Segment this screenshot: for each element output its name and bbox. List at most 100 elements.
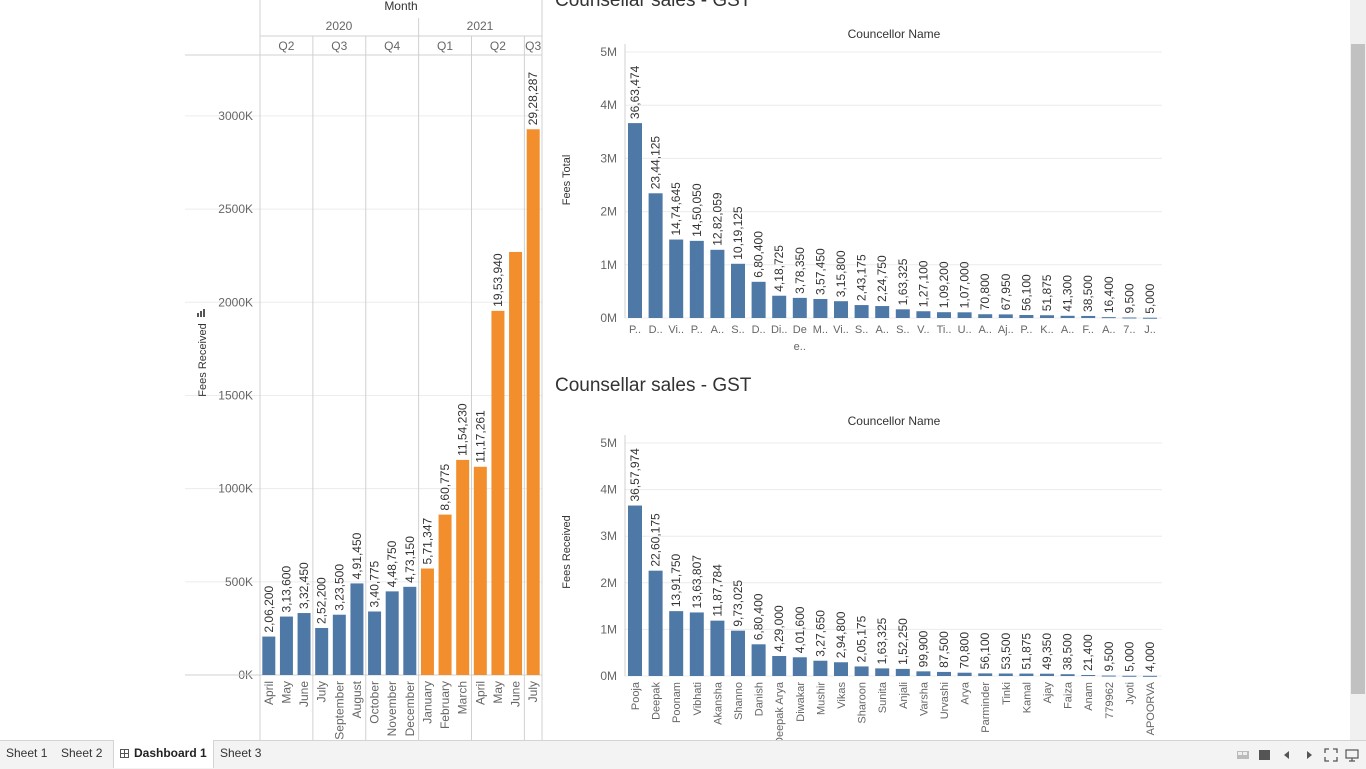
bar-counsellor-8 — [792, 297, 807, 318]
data-label: 4,000 — [1143, 641, 1157, 671]
bar-counsellor-11 — [854, 666, 869, 676]
bar-month-6 — [368, 611, 382, 675]
fullscreen-icon[interactable] — [1324, 748, 1338, 762]
data-label: 9,500 — [1102, 641, 1116, 671]
data-label: 1,09,200 — [937, 261, 951, 308]
bar-month-14 — [509, 251, 523, 676]
tab-sheet-1[interactable]: Sheet 1 — [0, 740, 53, 768]
y-tick-label: 4M — [600, 98, 617, 112]
data-label: 11,54,230 — [456, 403, 470, 456]
x-tick-label: Danish — [754, 682, 766, 716]
data-label: 21,400 — [1081, 634, 1095, 671]
monthly-fees-chart[interactable]: 0K500K1000K1500K2000K2500K3000KMonth2020… — [0, 0, 545, 740]
previous-sheet-icon[interactable] — [1280, 748, 1294, 762]
counsellor-fees-received-chart[interactable]: Councellor Name 0M 1M 2M 3M 4M 5M Fees Received… — [550, 400, 1350, 740]
data-label: 1,63,325 — [875, 617, 889, 664]
tab-sheet-2[interactable]: Sheet 2 — [55, 740, 108, 768]
x-tick-label: Ti.. — [937, 324, 952, 336]
bar-month-1 — [279, 616, 293, 675]
y-axis-title: Fees Total — [561, 155, 573, 206]
x-tick-label: Urvashi — [939, 682, 951, 719]
x-tick-label: September — [332, 681, 346, 740]
tab-sheet-3[interactable]: Sheet 3 — [214, 740, 267, 768]
y-tick-label: 2000K — [218, 295, 253, 309]
bar-counsellor-22 — [1081, 675, 1096, 677]
bar-counsellor-25 — [1143, 317, 1157, 319]
bar-counsellor-4 — [710, 620, 725, 676]
bar-counsellor-15 — [937, 312, 951, 318]
x-tick-label: A.. — [1102, 324, 1115, 336]
bar-month-2 — [297, 613, 311, 675]
presentation-mode-icon[interactable] — [1345, 748, 1359, 762]
data-label: 11,87,784 — [710, 564, 724, 617]
data-label: 51,875 — [1019, 633, 1033, 670]
x-tick-label: July — [315, 681, 329, 702]
bar-counsellor-9 — [813, 660, 828, 676]
data-label: 6,80,400 — [752, 593, 766, 640]
bar-counsellor-7 — [772, 656, 787, 676]
data-label: 70,800 — [978, 273, 992, 310]
x-tick-label: Tinki — [1001, 682, 1013, 705]
x-tick-label: November — [385, 681, 399, 736]
x-tick-label: January — [420, 681, 434, 724]
bar-counsellor-2 — [669, 611, 684, 676]
data-label: 3,13,600 — [279, 566, 293, 613]
data-label: 67,950 — [999, 273, 1013, 310]
bar-counsellor-12 — [875, 306, 890, 318]
x-tick-label: S.. — [731, 324, 744, 336]
bar-counsellor-23 — [1101, 675, 1116, 677]
bar-counsellor-25 — [1143, 675, 1157, 677]
scrollbar-thumb[interactable] — [1351, 44, 1365, 694]
bar-month-12 — [473, 466, 487, 675]
x-tick-label: Pooja — [630, 681, 642, 710]
data-label: 11,17,261 — [473, 410, 487, 463]
x-tick-label: Shanno — [733, 682, 745, 720]
x-tick-label: P.. — [691, 324, 703, 336]
bar-counsellor-6 — [751, 281, 766, 318]
x-tick-label: V.. — [917, 324, 929, 336]
data-label: 36,57,974 — [628, 448, 642, 502]
tab-label: Sheet 2 — [61, 746, 103, 760]
data-label: 41,300 — [1061, 275, 1075, 312]
data-label: 4,18,725 — [772, 245, 786, 292]
y-tick-label: 0M — [600, 669, 617, 683]
x-tick-label: April — [262, 681, 276, 705]
show-tabs-icon[interactable] — [1258, 748, 1272, 762]
data-label: 8,60,775 — [438, 464, 452, 511]
y-tick-label: 0M — [600, 311, 617, 325]
show-filmstrip-icon[interactable] — [1236, 748, 1250, 762]
x-tick-label: D.. — [649, 324, 663, 336]
data-label: 5,000 — [1122, 641, 1136, 671]
data-label: 4,29,000 — [772, 605, 786, 652]
data-label: 1,63,325 — [896, 258, 910, 305]
data-label: 3,57,450 — [813, 248, 827, 295]
x-tick-label: February — [438, 681, 452, 729]
bar-month-15 — [526, 129, 540, 675]
data-label: 36,63,474 — [628, 65, 642, 119]
quarter-header: Q3 — [331, 39, 347, 53]
data-label: 1,07,000 — [958, 261, 972, 308]
bar-counsellor-19 — [1019, 315, 1034, 318]
data-label: 14,50,050 — [690, 183, 704, 237]
next-sheet-icon[interactable] — [1302, 748, 1316, 762]
bar-counsellor-3 — [689, 240, 704, 318]
bar-counsellor-22 — [1081, 315, 1096, 318]
bar-month-11 — [456, 459, 470, 675]
data-label: 1,52,250 — [896, 618, 910, 665]
x-tick-label: May — [279, 681, 293, 704]
quarter-header: Q2 — [490, 39, 506, 53]
sort-icon — [197, 313, 199, 317]
x-tick-label: Deepak — [651, 682, 663, 720]
bar-counsellor-10 — [834, 301, 848, 318]
counsellor-fees-total-chart[interactable]: Councellor Name 0M 1M 2M 3M 4M 5M Fees Total 36,… — [550, 0, 1350, 370]
bar-counsellor-19 — [1019, 673, 1034, 676]
bar-counsellor-0 — [628, 505, 642, 676]
bar-counsellor-17 — [978, 673, 993, 676]
x-tick-label: June — [297, 681, 311, 707]
data-label: 38,500 — [1081, 275, 1095, 312]
data-label: 4,73,150 — [403, 536, 417, 583]
bar-month-10 — [438, 514, 452, 675]
x-tick-label: Poonam — [671, 682, 683, 723]
y-tick-label: 500K — [225, 575, 253, 589]
tab-dashboard-1[interactable]: Dashboard 1 — [113, 740, 214, 768]
